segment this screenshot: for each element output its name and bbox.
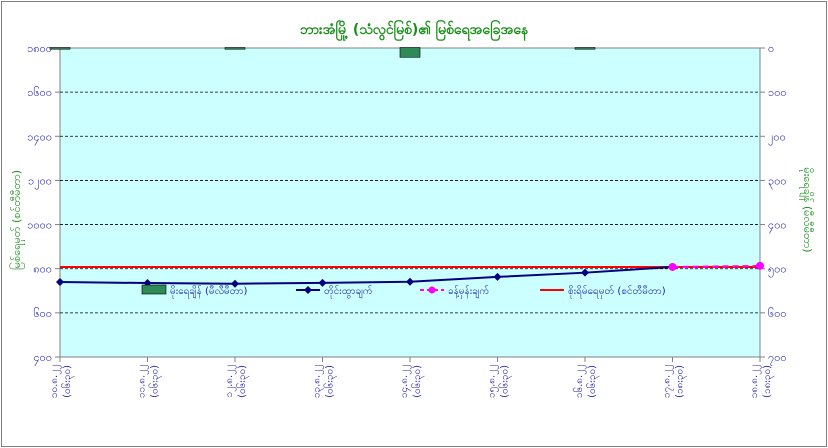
y-tick-label-left: ၁၆၀၀ [27, 86, 52, 99]
legend-label: မိုးရေချိန် (မီလီမီတာ) [170, 284, 248, 299]
chart-title: ဘားအံမြို့ (သံလွင်မြစ်)၏ မြစ်ရေအခြေအနေ [300, 20, 529, 41]
x-tick-time: (၀၆း၃၀) [498, 365, 513, 398]
rainfall-bar [49, 47, 71, 50]
x-tick-date: ၁၄.၈.၂၂ [399, 365, 412, 398]
y-tick-label-right: ၃၀၀ [768, 174, 787, 189]
y-tick-label-right: ၁၀၀ [768, 86, 787, 99]
observed-point [231, 279, 239, 288]
y-tick-label-left: ၁၀၀၀ [27, 219, 52, 232]
legend-swatch-rainfall [141, 284, 167, 295]
x-tick-label: ၁၆.၈.၂၂ (၀၆း၃၀) [572, 365, 600, 398]
y-tick-label-right: ၂၀၀ [768, 130, 786, 145]
x-tick-date: ၁၆.၈.၂၂ [572, 365, 587, 398]
legend: မိုးရေချိန် (မီလီမီတာ) တိုင်းထွာချက် ခန့်မ… [141, 284, 666, 299]
observed-point [581, 268, 589, 277]
y-axis-label-left: မြစ်ရေမှတ် (စင်တီမီတာ) [9, 170, 25, 270]
y-tick-label-left: ၆၀၀ [33, 307, 52, 320]
y-tick-label-left: ၈၀၀ [33, 263, 52, 276]
legend-marker [304, 286, 312, 294]
x-tick-time: (၀၆း၃၀) [235, 365, 250, 398]
x-tick-date: ၁၅.၈.၂၂ [487, 365, 500, 398]
forecast-point [756, 261, 764, 270]
x-tick-time: (၀၆း၃၀) [585, 365, 600, 398]
x-tick-date: ၁၈.၈.၂၂ [749, 365, 762, 398]
forecast-point [668, 262, 677, 271]
observed-point [318, 278, 327, 287]
x-tick-date: ၁၁.၈.၂၂ [137, 365, 150, 398]
x-tick-date: ၁၂.၈.၂၂ [224, 365, 237, 398]
x-tick-time: (၀၆း၃၀) [148, 365, 163, 398]
rainfall-bar [224, 47, 246, 50]
y-tick-label-right: ၆၀၀ [768, 307, 787, 320]
y-tick-label-right: ၅၀၀ [768, 263, 787, 278]
x-tick-label: ၁၅.၈.၂၂ (၀၆း၃၀) [487, 365, 513, 398]
x-tick-time: (၀၆း၃၀) [323, 365, 338, 398]
y-tick-label-right: ၄၀၀ [768, 219, 787, 234]
y-tick-label-right: ၀ [768, 42, 774, 55]
legend-label: တိုင်းထွာချက် [324, 284, 373, 299]
x-tick-date: ၁၃.၈.၂၂ [312, 365, 325, 398]
y-tick-label-left: ၁၄၀၀ [27, 130, 52, 145]
y-tick-label-left: ၁၈၀၀ [27, 42, 52, 55]
x-tick-label: ၁၇.၈.၂၂ (၁၈း၃၀) [662, 365, 688, 398]
x-tick-date: ၁၇.၈.၂၂ [662, 365, 675, 398]
x-tick-label: ၁၁.၈.၂၂ (၀၆း၃၀) [137, 365, 163, 398]
rainfall-bar [399, 47, 421, 58]
y-tick-label-left: ၄၀၀ [33, 351, 52, 366]
observed-line [59, 265, 673, 285]
legend-marker [428, 286, 436, 294]
x-tick-time: (၀၆း၃၀) [410, 365, 425, 398]
y-tick-label-right: ၇၀၀ [768, 351, 787, 366]
x-tick-label: ၁၀.၈.၂၂ (၀၆း၃၀) [49, 365, 75, 398]
observed-point [406, 277, 414, 286]
forecast-line [672, 264, 761, 268]
legend-label: စိုးရိမ်ရေမှတ် (စင်တီမီတာ) [568, 284, 666, 299]
x-tick-date: ၁၀.၈.၂၂ [49, 365, 62, 398]
plot-area: ၁၈၀၀၁၆၀၀၁၄၀၀၁၂၀၀၁၀၀၀၈၀၀၆၀၀၄၀၀၀၁၀၀၂၀၀၃၀၀၄… [27, 42, 786, 398]
legend-label: ခန့်မှန်းချက် [448, 284, 489, 299]
x-tick-label: ၁၈.၈.၂၂ (၁၈း၃၀) [749, 365, 775, 398]
x-tick-label: ၁၂.၈.၂၂ (၀၆း၃၀) [224, 365, 250, 398]
observed-point [56, 277, 64, 286]
x-tick-time: (၁၈း၃၀) [675, 365, 688, 398]
x-tick-label: ၁၄.၈.၂၂ (၀၆း၃၀) [399, 365, 425, 398]
x-tick-time: (၁၈း၃၀) [762, 365, 775, 398]
observed-point [493, 272, 502, 281]
x-tick-label: ၁၃.၈.၂၂ (၀၆း၃၀) [312, 365, 338, 398]
y-axis-label-right: မိုးရေချိန် (မီလီမီတာ) [799, 167, 814, 252]
rainfall-bar [574, 47, 596, 50]
plot-background [59, 47, 761, 358]
x-tick-time: (၀၆း၃၀) [60, 365, 75, 398]
y-tick-label-left: ၁၂၀၀ [28, 174, 52, 189]
